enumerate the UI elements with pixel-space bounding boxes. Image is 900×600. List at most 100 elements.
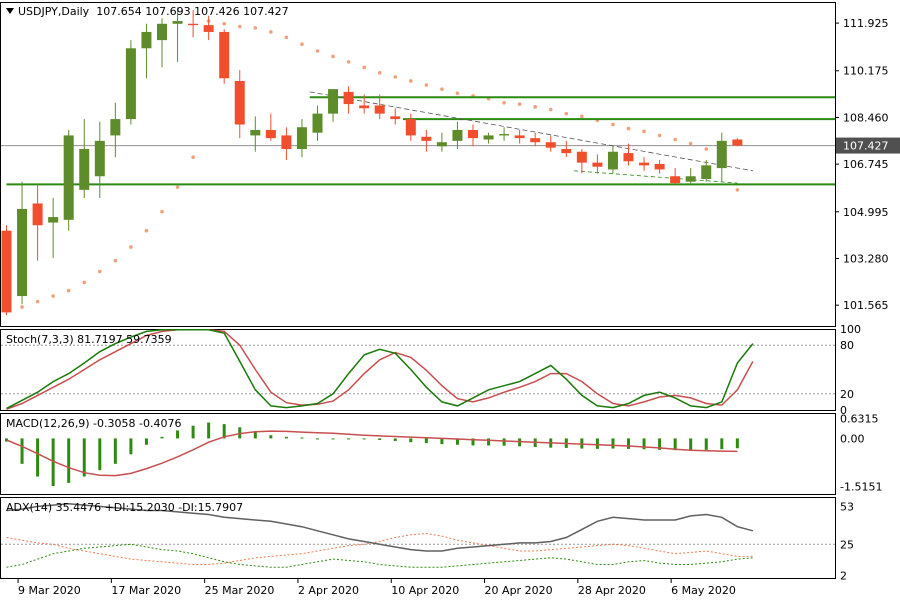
adx-tick-label: 53 — [840, 500, 854, 513]
sar-dot — [253, 26, 258, 30]
price-tick-label: 104.995 — [843, 206, 889, 219]
candle-body — [561, 149, 572, 154]
macd-histogram-bar — [20, 438, 24, 464]
sar-dot — [409, 79, 413, 83]
macd-histogram-bar — [113, 438, 117, 464]
macd-histogram-bar — [642, 438, 646, 450]
macd-histogram-bar — [362, 438, 366, 440]
sar-dot — [237, 24, 242, 29]
candle-body — [32, 203, 43, 226]
stoch-tick-label: 20 — [840, 388, 854, 401]
macd-histogram-bar — [518, 438, 522, 447]
sar-dot — [704, 147, 709, 151]
macd-histogram-bar — [144, 438, 148, 445]
macd-histogram-bar — [67, 438, 71, 483]
trendline-low — [574, 170, 738, 184]
sar-dot — [20, 305, 24, 309]
candle-body — [343, 91, 354, 105]
macd-histogram-bar — [222, 424, 226, 439]
sar-dot — [191, 155, 195, 159]
candle-body — [623, 153, 634, 162]
macd-histogram-bar — [82, 438, 86, 477]
stoch-tick-label: 0 — [840, 404, 847, 417]
sar-dot — [548, 107, 553, 112]
parabolic-sar — [20, 19, 740, 309]
sar-dot — [284, 35, 289, 40]
macd-histogram-bar — [51, 438, 55, 487]
macd-histogram-bar — [253, 432, 257, 439]
support-lines — [6, 91, 835, 186]
sar-dot — [424, 83, 429, 87]
date-label: 6 May 2020 — [671, 584, 736, 597]
macd-histogram-bar — [658, 438, 662, 450]
sar-dot — [362, 65, 366, 70]
date-label: 2 Apr 2020 — [298, 584, 359, 597]
sar-dot — [331, 54, 335, 59]
sar-dot — [377, 70, 382, 75]
price-panel-header: USDJPY,Daily 107.654 107.693 107.426 107… — [6, 5, 289, 18]
macd-histogram-bar — [440, 438, 444, 445]
macd-histogram-bar — [378, 438, 382, 440]
candle-body — [48, 217, 59, 223]
candle-body — [390, 116, 401, 120]
candle-body — [701, 165, 712, 179]
price-tick-label: 108.460 — [843, 111, 889, 124]
candle-body — [545, 142, 556, 148]
candle-body — [639, 162, 650, 166]
candle-body — [265, 129, 276, 139]
candle-body — [592, 162, 603, 167]
sar-dot — [98, 269, 102, 274]
sar-dot — [688, 141, 693, 146]
candle-body — [452, 129, 463, 141]
candle-body — [250, 129, 261, 136]
candle-body — [670, 176, 681, 184]
ohlc-values: 107.654 107.693 107.426 107.427 — [96, 5, 289, 18]
macd-histogram-bar — [735, 438, 739, 449]
candle-body — [17, 208, 28, 297]
candle-body — [312, 113, 323, 133]
sar-dot — [393, 75, 398, 79]
sar-dot — [642, 129, 646, 134]
sar-dot — [113, 258, 118, 263]
dropdown-triangle-icon[interactable] — [6, 8, 14, 14]
sar-dot — [35, 299, 40, 304]
macd-panel: 0.6315 0.00 -1.5151 — [5, 412, 882, 494]
candle-body — [328, 89, 339, 114]
sar-dot — [300, 42, 304, 47]
candle-body — [296, 127, 307, 150]
candle-body — [436, 142, 447, 147]
sar-dot — [580, 114, 584, 119]
current-price-tag — [836, 137, 900, 154]
macd-header: MACD(12,26,9) -0.3058 -0.4076 — [6, 417, 182, 430]
candle-body — [125, 48, 136, 120]
candle-body — [79, 149, 90, 190]
candle-body — [63, 135, 74, 220]
candle-body — [716, 140, 727, 169]
macd-tick-label: -1.5151 — [840, 481, 882, 494]
macd-histogram-bar — [316, 438, 319, 440]
macd-histogram-bar — [300, 437, 304, 439]
price-tick-label: 111.925 — [843, 17, 889, 30]
sar-dot — [346, 60, 351, 64]
candle-body — [281, 135, 292, 150]
macd-histogram-bar — [393, 438, 397, 441]
candle-body — [1, 230, 12, 313]
macd-histogram-bar — [331, 438, 335, 440]
sar-dot — [269, 30, 273, 34]
sar-dot — [533, 105, 537, 109]
stoch-panel-frame — [0, 329, 836, 411]
macd-histogram-bar — [611, 438, 615, 449]
sar-dot — [657, 133, 662, 138]
macd-histogram-bar — [284, 436, 288, 439]
adx-tick-label: 2 — [840, 569, 847, 582]
date-label: 25 Mar 2020 — [205, 584, 275, 597]
adx-tick-label: 25 — [840, 538, 854, 551]
macd-histogram-bar — [487, 438, 491, 446]
macd-histogram-bar — [207, 422, 211, 439]
sar-dot — [315, 49, 320, 53]
price-tick-label: 106.745 — [843, 158, 889, 171]
candle-body — [732, 139, 743, 146]
plus-di-line — [6, 543, 753, 568]
macd-histogram-bar — [704, 438, 708, 450]
